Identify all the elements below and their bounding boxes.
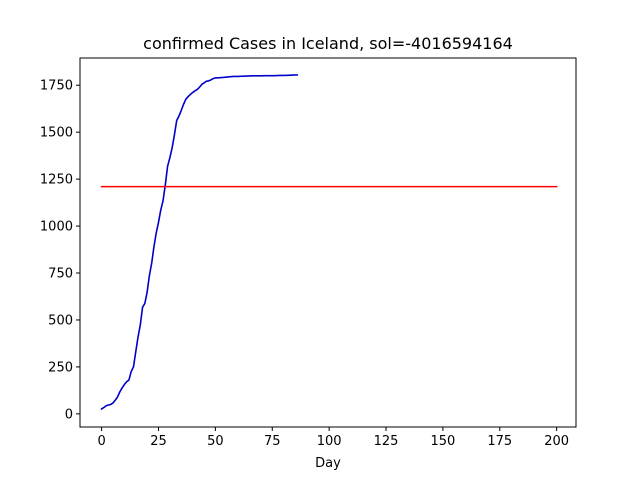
series-layer <box>100 74 558 411</box>
series-line-1 <box>100 74 299 411</box>
y-tick-label: 250 <box>48 360 73 375</box>
x-tick-label: 125 <box>374 434 399 449</box>
y-tick-label: 1500 <box>40 126 73 141</box>
x-tick-label: 75 <box>264 434 281 449</box>
y-axis: 0 250 500 750 1000 1250 1500 1750 <box>40 79 80 422</box>
y-tick-label: 750 <box>48 267 73 282</box>
x-tick-label: 0 <box>97 434 105 449</box>
chart-title: confirmed Cases in Iceland, sol=-4016594… <box>143 34 513 53</box>
x-tick-label: 25 <box>150 434 167 449</box>
plot-frame <box>79 57 577 428</box>
x-tick-label: 150 <box>430 434 455 449</box>
x-tick-label: 175 <box>487 434 512 449</box>
y-tick-label: 1250 <box>40 173 73 188</box>
x-tick-label: 200 <box>544 434 569 449</box>
x-axis-label: Day <box>315 456 341 471</box>
y-tick-label: 0 <box>65 407 73 422</box>
x-tick-label: 50 <box>207 434 224 449</box>
x-tick-label: 100 <box>317 434 342 449</box>
x-axis: 0 25 50 75 100 125 150 175 200 <box>97 427 569 449</box>
y-tick-label: 500 <box>48 313 73 328</box>
y-tick-label: 1750 <box>40 79 73 94</box>
y-tick-label: 1000 <box>40 220 73 235</box>
